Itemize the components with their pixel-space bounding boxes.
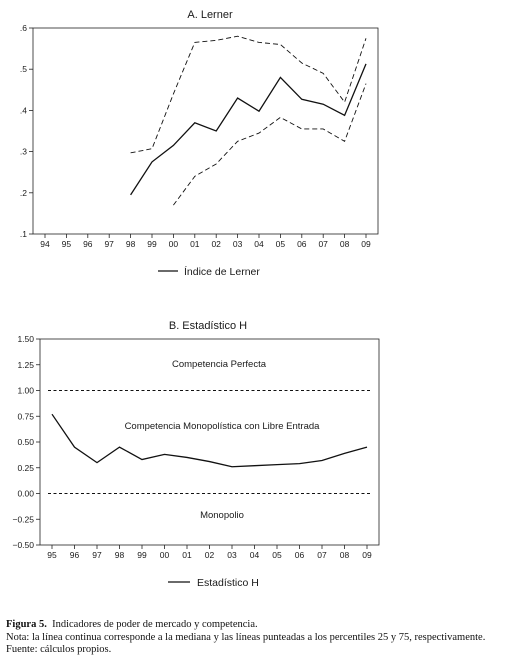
- chart-b-y-axis: 1.50 1.25 1.00 0.75 0.50 0.25 0.00 −0.25 −0.50: [12, 334, 40, 550]
- x-tick-label: 09: [362, 550, 372, 560]
- x-tick-label: 94: [40, 239, 50, 249]
- chart-b-title: B. Estadístico H: [169, 320, 247, 332]
- x-tick-label: 98: [115, 550, 125, 560]
- y-tick-label: 1.00: [17, 386, 34, 396]
- x-tick-label: 95: [47, 550, 57, 560]
- y-tick-label: −0.50: [12, 540, 34, 550]
- y-tick-label: 1.25: [17, 360, 34, 370]
- x-tick-label: 05: [272, 550, 282, 560]
- x-tick-label: 09: [361, 239, 371, 249]
- x-tick-label: 00: [169, 239, 179, 249]
- x-tick-label: 04: [254, 239, 264, 249]
- y-tick-label: .2: [20, 188, 27, 198]
- x-tick-label: 99: [137, 550, 147, 560]
- annotation-competencia-perfecta: Competencia Perfecta: [172, 359, 267, 370]
- x-tick-label: 03: [233, 239, 243, 249]
- y-tick-label: .6: [20, 23, 27, 33]
- legend-label: Estadístico H: [197, 577, 259, 589]
- y-tick-label: 1.50: [17, 334, 34, 344]
- y-tick-label: .4: [20, 105, 27, 115]
- x-tick-label: 98: [126, 239, 136, 249]
- chart-a-title: A. Lerner: [187, 9, 233, 21]
- chart-b-reference-lines: [48, 390, 371, 494]
- chart-b-series: [51, 413, 368, 468]
- annotation-monopolio: Monopolio: [200, 510, 244, 521]
- chart-a-y-axis: .1 .2 .3 .4 .5 .6: [20, 23, 33, 239]
- chart-a-legend: Índice de Lerner: [158, 265, 260, 278]
- x-tick-label: 05: [276, 239, 286, 249]
- x-tick-label: 95: [62, 239, 72, 249]
- x-tick-label: 97: [104, 239, 114, 249]
- h-statistic-chart: B. Estadístico H Competencia Perfecta Co…: [12, 320, 380, 589]
- x-tick-label: 01: [190, 239, 200, 249]
- y-tick-label: 0.00: [17, 489, 34, 499]
- x-tick-label: 02: [205, 550, 215, 560]
- y-tick-label: .5: [20, 64, 27, 74]
- x-tick-label: 06: [297, 239, 307, 249]
- y-tick-label: 0.25: [17, 463, 34, 473]
- x-tick-label: 02: [211, 239, 221, 249]
- caption-title: Indicadores de poder de mercado y compet…: [52, 619, 258, 630]
- chart-b-legend: Estadístico H: [168, 577, 259, 589]
- chart-a-plot-frame: [32, 27, 379, 235]
- percentile-line: [130, 35, 367, 154]
- caption-note: Nota: la línea continua corresponde a la…: [6, 631, 486, 643]
- legend-label: Índice de Lerner: [184, 265, 260, 278]
- x-tick-label: 04: [250, 550, 260, 560]
- x-tick-label: 07: [317, 550, 327, 560]
- percentile-line: [173, 83, 367, 206]
- y-tick-label: 0.50: [17, 437, 34, 447]
- x-tick-label: 03: [227, 550, 237, 560]
- figure-caption: Figura 5. Indicadores de poder de mercad…: [6, 619, 526, 657]
- median-line: [130, 63, 367, 196]
- x-tick-label: 97: [92, 550, 102, 560]
- y-tick-label: −0.25: [12, 514, 34, 524]
- annotation-competencia-monopolistica: Competencia Monopolística con Libre Entr…: [125, 421, 321, 432]
- y-tick-label: 0.75: [17, 411, 34, 421]
- x-tick-label: 99: [147, 239, 157, 249]
- chart-a-x-axis: 94 95 96 97 98 99 00 01 02 03 04 05 06 07 08 09: [40, 234, 371, 249]
- x-tick-label: 96: [83, 239, 93, 249]
- y-tick-label: .1: [20, 229, 27, 239]
- x-tick-label: 08: [340, 550, 350, 560]
- caption-label: Figura 5.: [6, 619, 47, 630]
- x-tick-label: 01: [182, 550, 192, 560]
- lerner-chart: A. Lerner .1 .2 .3 .4 .5 .6 94 95 96 97 98 99 00 01 0…: [20, 9, 379, 278]
- x-tick-label: 06: [295, 550, 305, 560]
- x-tick-label: 96: [70, 550, 80, 560]
- median-line: [51, 413, 368, 468]
- x-tick-label: 07: [318, 239, 328, 249]
- chart-b-x-axis: 95 96 97 98 99 00 01 02 03 04 05 06 07 08 09: [47, 545, 372, 560]
- chart-a-series: [130, 35, 367, 206]
- y-tick-label: .3: [20, 147, 27, 157]
- caption-source: Fuente: cálculos propios.: [6, 644, 112, 655]
- x-tick-label: 08: [340, 239, 350, 249]
- x-tick-label: 00: [160, 550, 170, 560]
